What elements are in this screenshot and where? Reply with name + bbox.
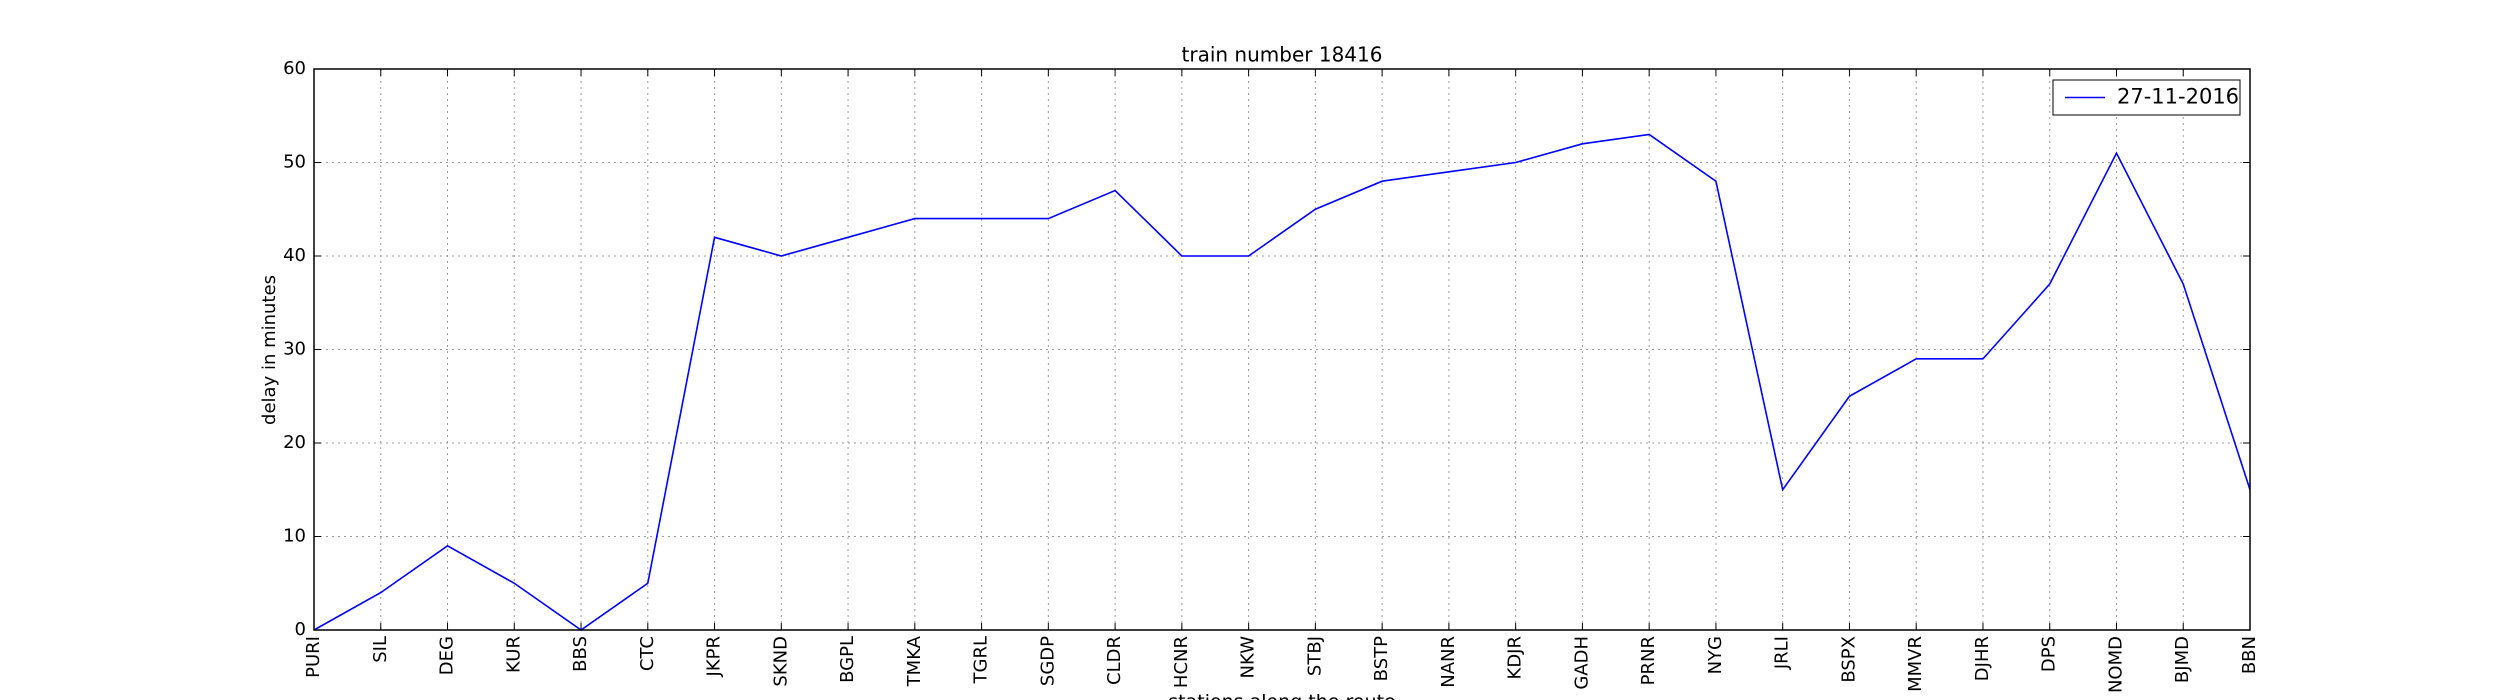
- line-series: [313, 133, 2251, 631]
- x-tick-label: BGPL: [837, 636, 858, 683]
- x-tick-label: SKND: [770, 636, 791, 687]
- y-tick-label: 40: [283, 245, 306, 266]
- x-tick-label: MMVR: [1905, 636, 1926, 692]
- x-tick-label: CTC: [637, 636, 658, 671]
- legend-label: 27-11-2016: [2117, 85, 2239, 109]
- x-tick-label: HCNR: [1171, 636, 1192, 688]
- x-tick-label: BBS: [570, 636, 591, 672]
- x-tick-label: PURI: [303, 636, 324, 678]
- x-tick-label: NOMD: [2105, 636, 2126, 693]
- x-tick-label: JRLI: [1772, 636, 1793, 670]
- x-tick-label: SIL: [370, 636, 391, 663]
- x-tick-label: SGDP: [1037, 636, 1058, 686]
- chart-title: train number 18416: [1182, 43, 1383, 67]
- x-tick-label: GADH: [1571, 636, 1592, 690]
- x-tick-label: TMKA: [904, 635, 925, 687]
- x-tick-label: TGRL: [971, 636, 992, 684]
- x-axis-label: stations along the route: [1168, 691, 1395, 700]
- y-tick-label: 30: [283, 339, 306, 360]
- x-tick-label: NANR: [1438, 636, 1459, 688]
- y-axis-label: delay in minutes: [259, 275, 280, 425]
- x-tick-label: BJMD: [2172, 636, 2193, 683]
- x-tick-label: NKW: [1238, 636, 1259, 679]
- x-tick-label: DPS: [2039, 636, 2060, 672]
- x-tick-label: DJHR: [1972, 636, 1993, 681]
- x-tick-label: NYG: [1705, 636, 1726, 674]
- x-tick-label: JKPR: [704, 636, 725, 677]
- y-tick-label: 0: [295, 619, 306, 640]
- x-tick-label: KDJR: [1505, 636, 1526, 679]
- plot-frame: [313, 68, 2251, 631]
- x-tick-label: KUR: [503, 636, 524, 673]
- x-tick-label: BBN: [2239, 636, 2260, 674]
- y-tick-label: 50: [283, 152, 306, 173]
- x-tick-label: STBJ: [1304, 636, 1325, 676]
- x-tick-label: DEG: [437, 636, 458, 675]
- y-tick-label: 20: [283, 432, 306, 453]
- y-tick-label: 10: [283, 526, 306, 547]
- x-tick-label: BSPX: [1838, 636, 1859, 683]
- x-tick-label: CLDR: [1104, 636, 1125, 685]
- x-tick-label: PRNR: [1638, 636, 1659, 685]
- y-tick-label: 60: [283, 58, 306, 79]
- x-tick-label: BSTP: [1371, 636, 1392, 681]
